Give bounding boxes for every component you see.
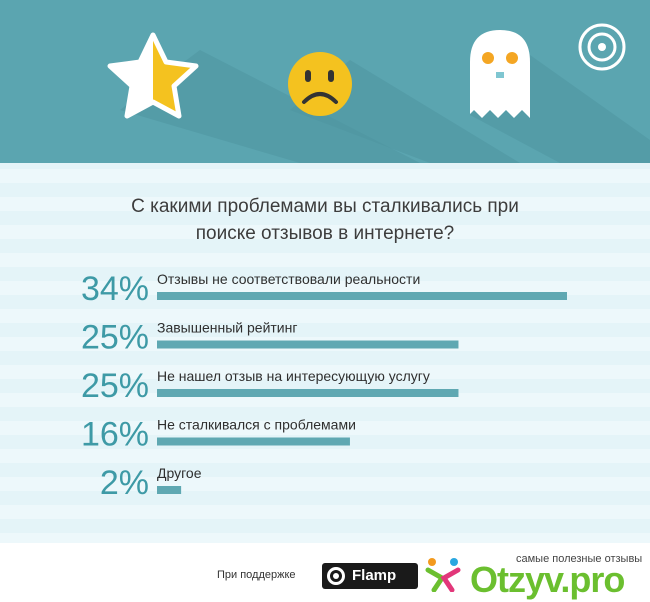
bar-4 [157, 486, 182, 494]
value-label-4: 2% [100, 464, 149, 502]
sad-face-icon [288, 52, 352, 116]
target-icon [578, 23, 626, 71]
bar-1 [157, 340, 459, 349]
bar-2 [157, 389, 459, 397]
value-label-1: 25% [81, 319, 149, 357]
category-label-3: Не сталкивался с проблемами [157, 417, 356, 433]
flamp-ring-icon [327, 567, 345, 585]
question-line-1: С какими проблемами вы сталкивались при [131, 196, 519, 217]
bar-0 [157, 292, 567, 300]
watermark-brand: Otzyv.pro [470, 559, 625, 600]
flamp-logo[interactable]: Flamp [322, 563, 418, 589]
bar-chart: 34% Отзывы не соответствовали реальности 2… [81, 270, 567, 502]
ghost-icon [470, 30, 530, 118]
flamp-name: Flamp [352, 567, 397, 584]
category-label-4: Другое [157, 465, 202, 481]
value-label-2: 25% [81, 367, 149, 405]
bar-3 [157, 437, 350, 446]
header-icons [107, 23, 650, 163]
value-label-3: 16% [81, 416, 149, 454]
question-line-2: поиске отзывов в интернете? [195, 223, 455, 244]
support-label: При поддержке [217, 569, 296, 581]
category-label-1: Завышенный рейтинг [157, 320, 297, 336]
star-icon [107, 32, 199, 119]
watermark-tagline: самые полезные отзывы [516, 553, 643, 565]
category-label-0: Отзывы не соответствовали реальности [157, 271, 420, 287]
category-label-2: Не нашел отзыв на интересующую услугу [157, 368, 430, 384]
survey-question: С какими проблемами вы сталкивались при … [60, 193, 590, 247]
header-banner [0, 0, 650, 163]
watermark-figure-icon [425, 558, 461, 592]
value-label-0: 34% [81, 270, 149, 308]
